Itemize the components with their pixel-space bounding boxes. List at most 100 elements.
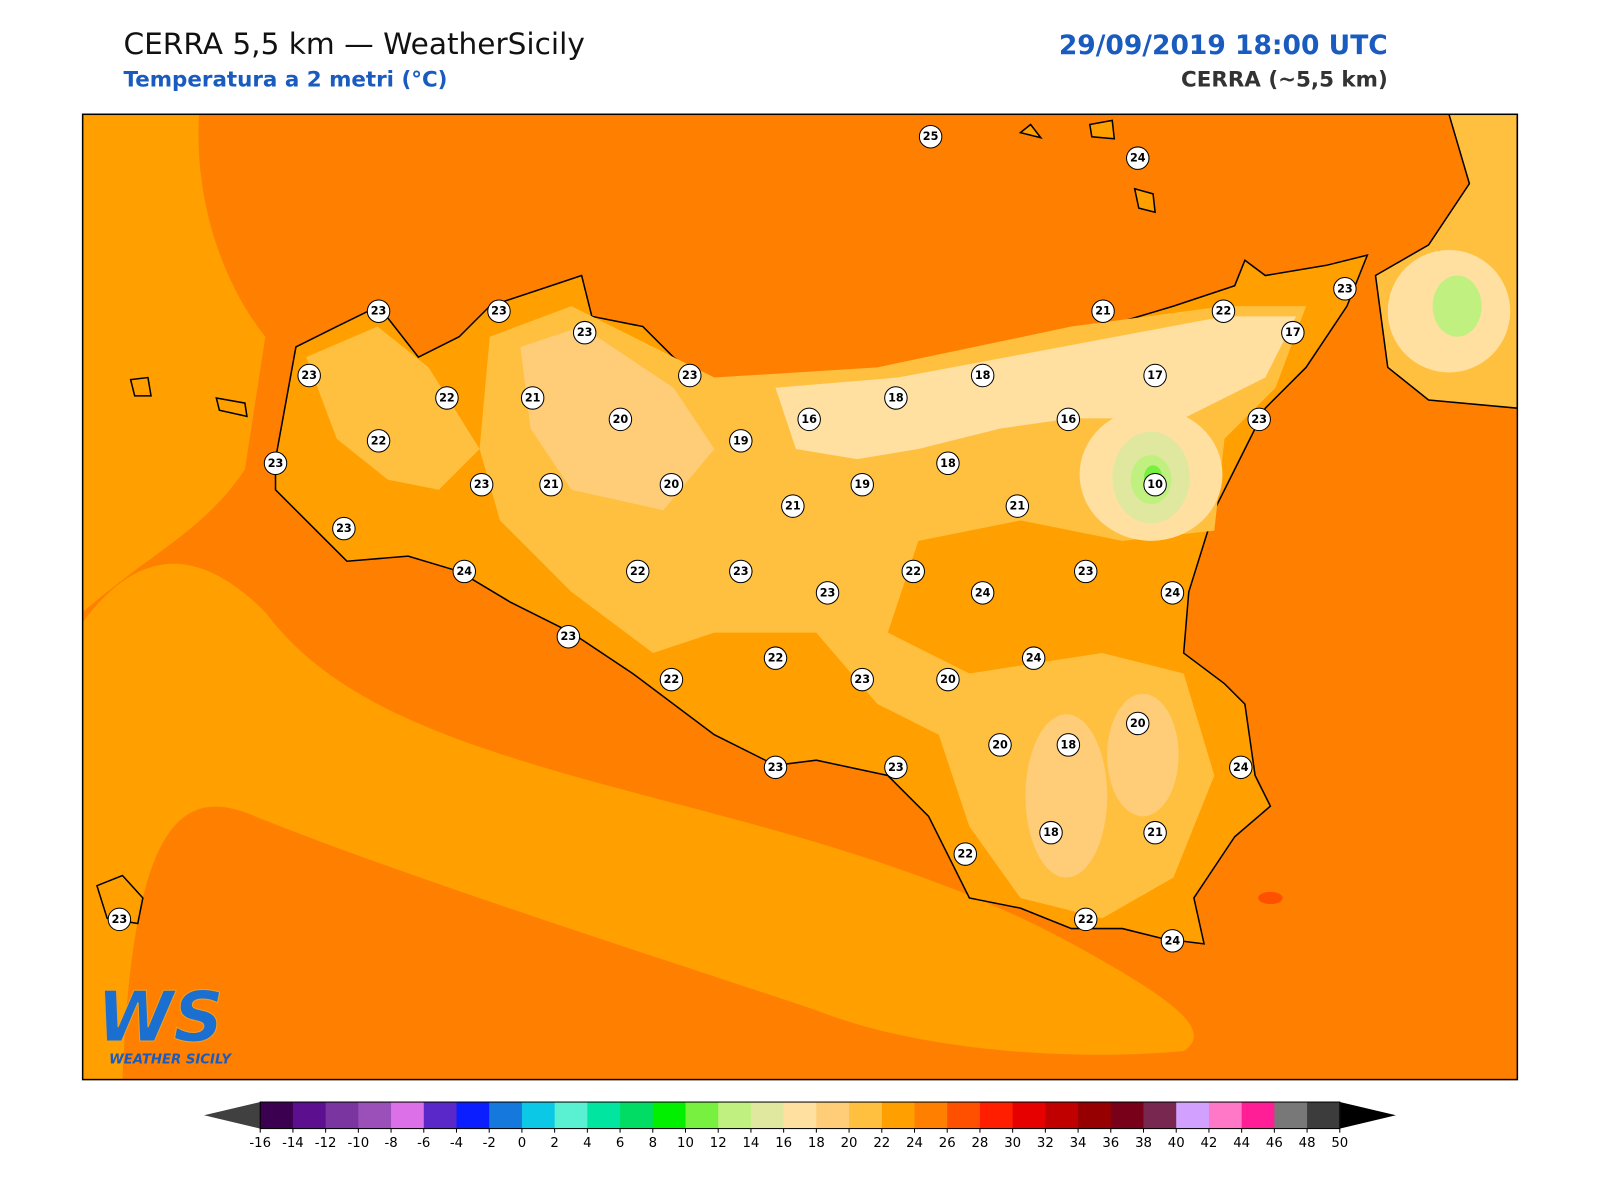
station-value: 18 — [888, 391, 904, 404]
station-marker — [297, 363, 321, 388]
station-value: 20 — [992, 738, 1008, 751]
station-marker — [366, 299, 391, 323]
colorbar-box — [947, 1102, 981, 1129]
station-marker — [729, 559, 753, 584]
colorbar-tick-label: 46 — [1266, 1136, 1283, 1151]
colorbar-tick-label: 36 — [1102, 1136, 1119, 1151]
station-marker — [539, 472, 563, 497]
station-marker — [1160, 929, 1185, 953]
contour — [1258, 891, 1283, 905]
station-value: 19 — [854, 478, 870, 491]
colorbar-tick-label: 10 — [677, 1136, 694, 1151]
colorbar-box — [1176, 1102, 1210, 1129]
colorbar-box — [914, 1102, 948, 1129]
colorbar-box — [521, 1102, 556, 1129]
station-marker — [1211, 299, 1236, 323]
colorbar-box — [1110, 1102, 1145, 1129]
station-value: 18 — [1061, 738, 1077, 751]
colorbar-tick-label: 18 — [808, 1136, 825, 1151]
colorbar-tick-label: 24 — [906, 1136, 923, 1151]
station-value: 25 — [923, 130, 939, 143]
station-value: 23 — [682, 369, 698, 382]
station-value: 23 — [854, 673, 870, 686]
station-value: 23 — [561, 630, 577, 643]
station-value: 17 — [1147, 369, 1163, 382]
colorbar-box — [652, 1102, 687, 1129]
station-value: 23 — [474, 478, 490, 491]
colorbar-tick-label: 42 — [1200, 1136, 1217, 1151]
colorbar-tick-label: -14 — [282, 1136, 304, 1151]
colorbar-tick-label: -12 — [315, 1136, 337, 1151]
station-value: 22 — [957, 848, 973, 861]
station-marker — [1021, 646, 1046, 670]
station-marker — [608, 407, 633, 432]
station-value: 16 — [801, 413, 817, 426]
station-value: 23 — [268, 457, 284, 470]
station-value: 23 — [112, 913, 128, 926]
station-value: 23 — [1251, 413, 1267, 426]
station-value: 23 — [336, 522, 352, 535]
station-marker — [1143, 820, 1167, 845]
contour — [1432, 275, 1482, 337]
colorbar-tick-label: 50 — [1331, 1136, 1348, 1151]
colorbar-box — [358, 1102, 392, 1129]
colorbar-tick-label: 34 — [1070, 1136, 1087, 1151]
colorbar-box — [554, 1102, 588, 1129]
station-marker — [1333, 277, 1357, 301]
station-value: 23 — [371, 305, 387, 318]
station-marker — [970, 363, 995, 388]
station-marker — [366, 429, 391, 453]
colorbar-over — [1339, 1102, 1396, 1129]
station-marker — [729, 429, 753, 453]
station-marker — [469, 472, 494, 497]
colorbar-tick-label: -16 — [249, 1136, 271, 1151]
station-marker — [988, 733, 1012, 757]
station-marker — [659, 667, 684, 692]
colorbar-box — [979, 1102, 1014, 1129]
station-value: 21 — [1147, 826, 1163, 839]
contour — [775, 316, 1296, 460]
colorbar-box — [260, 1102, 294, 1129]
datetime: 29/09/2019 18:00 UTC — [1059, 30, 1388, 61]
title: CERRA 5,5 km — WeatherSicily — [123, 27, 584, 61]
station-marker — [1039, 820, 1063, 845]
station-marker — [763, 755, 788, 780]
station-value: 23 — [1078, 565, 1094, 578]
colorbar-box — [1045, 1102, 1079, 1129]
station-value: 23 — [301, 369, 317, 382]
station-value: 23 — [888, 761, 904, 774]
station-marker — [1143, 472, 1167, 497]
colorbar-tick-label: 16 — [775, 1136, 792, 1151]
colorbar-box — [489, 1102, 523, 1129]
contour — [82, 563, 1194, 1080]
station-marker — [1091, 299, 1115, 323]
station-value: 21 — [1095, 305, 1111, 318]
colorbar-tick-label: -6 — [417, 1136, 430, 1151]
station-marker — [850, 667, 874, 692]
colorbar-box — [325, 1102, 359, 1129]
station-marker — [953, 842, 978, 866]
station-marker — [1160, 581, 1185, 605]
station-marker — [332, 516, 356, 541]
station-marker — [918, 125, 943, 149]
station-marker — [435, 386, 459, 410]
station-marker — [1073, 907, 1098, 932]
station-value: 24 — [1233, 761, 1249, 774]
station-value: 18 — [940, 457, 956, 470]
station-value: 22 — [630, 565, 646, 578]
colorbar-box — [816, 1102, 850, 1129]
colorbar-box — [718, 1102, 752, 1129]
colorbar-box — [1307, 1102, 1341, 1129]
station-marker — [452, 559, 477, 584]
station-marker — [626, 559, 650, 584]
station-marker — [1056, 407, 1081, 432]
colorbar-tick-label: 14 — [742, 1136, 759, 1151]
contour — [1107, 693, 1179, 817]
station-marker — [970, 581, 995, 605]
station-marker — [1073, 559, 1098, 584]
station-value: 22 — [905, 565, 921, 578]
map-frame — [81, 113, 1519, 1081]
station-value: 23 — [733, 565, 749, 578]
